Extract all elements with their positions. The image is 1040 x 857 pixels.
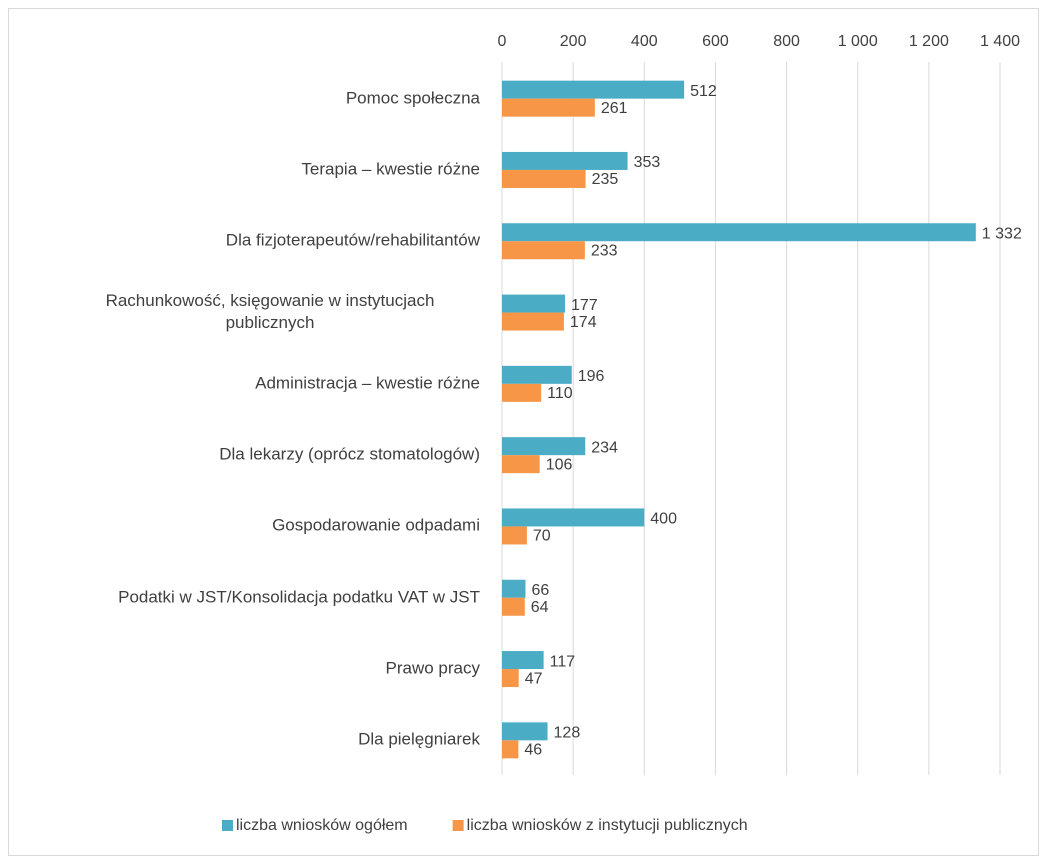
category-label: Administracja – kwestie różne xyxy=(255,373,480,393)
bar xyxy=(502,169,586,188)
x-tick-label: 400 xyxy=(631,33,658,50)
category-label: Pomoc społeczna xyxy=(345,88,480,108)
data-label: 235 xyxy=(592,171,619,188)
data-label: 177 xyxy=(571,297,598,314)
category-label: Rachunkowość, księgowanie w instytucjach… xyxy=(105,290,435,333)
data-label: 512 xyxy=(690,83,717,100)
x-tick-label: 600 xyxy=(702,33,729,50)
bar xyxy=(502,669,519,688)
x-tick-label: 1 400 xyxy=(980,33,1020,50)
category-label: Gospodarowanie odpadami xyxy=(272,515,480,535)
data-label: 66 xyxy=(531,582,549,599)
data-label: 106 xyxy=(546,456,573,473)
bar xyxy=(502,597,525,616)
data-label: 261 xyxy=(601,100,628,117)
bar xyxy=(502,80,685,99)
bar xyxy=(502,437,586,456)
bar xyxy=(502,526,527,545)
bar xyxy=(502,383,542,402)
data-label: 234 xyxy=(591,439,618,456)
data-label: 70 xyxy=(533,528,551,545)
category-label: Dla fizjoterapeutów/rehabilitantów xyxy=(225,230,480,250)
data-label: 110 xyxy=(547,385,573,402)
data-label: 117 xyxy=(550,653,576,670)
chart-border xyxy=(8,8,1039,856)
bar xyxy=(502,651,544,670)
legend-swatch xyxy=(222,820,233,831)
bar xyxy=(502,312,564,331)
legend-swatch xyxy=(452,820,464,831)
data-label: 400 xyxy=(650,511,677,528)
data-label: 46 xyxy=(524,742,542,759)
data-label: 47 xyxy=(525,670,543,687)
data-label: 233 xyxy=(591,242,618,259)
category-label: Dla pielęgniarek xyxy=(358,729,480,749)
bar xyxy=(502,722,548,741)
data-label: 64 xyxy=(531,599,549,616)
category-label: Prawo pracy xyxy=(385,658,480,678)
bar xyxy=(502,365,572,384)
data-label: 128 xyxy=(554,725,581,742)
bar xyxy=(502,740,519,759)
bar xyxy=(502,151,628,170)
x-tick-label: 200 xyxy=(560,33,587,50)
bar xyxy=(502,455,540,474)
x-tick-label: 0 xyxy=(498,33,507,50)
data-label: 174 xyxy=(570,314,597,331)
bar xyxy=(502,579,526,598)
legend-label: liczba wniosków ogółem xyxy=(236,817,408,834)
data-label: 196 xyxy=(578,368,605,385)
x-tick-label: 1 200 xyxy=(909,33,949,50)
x-tick-label: 800 xyxy=(773,33,800,50)
category-label: Podatki w JST/Konsolidacja podatku VAT w… xyxy=(118,587,480,607)
bar xyxy=(502,98,595,117)
data-label: 1 332 xyxy=(982,225,1022,242)
data-label: 353 xyxy=(634,154,661,171)
category-label: Terapia – kwestie różne xyxy=(301,159,480,179)
category-label: Dla lekarzy (oprócz stomatologów) xyxy=(219,444,480,464)
x-tick-label: 1 000 xyxy=(838,33,878,50)
bar xyxy=(502,508,645,527)
bar xyxy=(502,241,585,260)
bar xyxy=(502,294,565,313)
legend-label: liczba wniosków z instytucji publicznych xyxy=(467,817,748,834)
bar xyxy=(502,223,976,242)
